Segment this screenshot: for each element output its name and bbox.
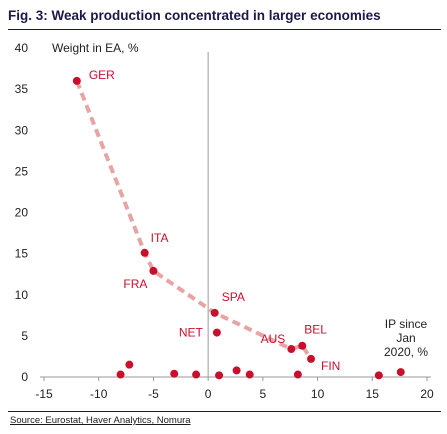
x-axis-label-line: 2020, %: [384, 345, 428, 359]
figure-title-text: Weak production concentrated in larger e…: [51, 8, 381, 23]
x-tick-label: -15: [35, 387, 53, 401]
data-point: [396, 368, 405, 377]
data-point: [293, 370, 302, 379]
data-point: [116, 370, 125, 379]
data-point: [125, 360, 134, 369]
title-rule: [8, 29, 441, 30]
data-point: [374, 371, 383, 380]
x-tick-label: -5: [148, 387, 159, 401]
point-label: ITA: [151, 231, 169, 245]
y-tick-label: 15: [15, 247, 29, 261]
data-point: [210, 308, 219, 317]
point-label: GER: [89, 68, 115, 82]
x-tick-label: 15: [366, 387, 380, 401]
data-point: [232, 366, 241, 375]
data-point: [307, 354, 316, 363]
data-point: [298, 341, 307, 350]
source-rule: [8, 411, 441, 412]
data-point: [140, 248, 149, 257]
y-tick-label: 10: [15, 288, 29, 302]
point-label: SPA: [222, 290, 245, 304]
point-label: BEL: [304, 323, 327, 337]
x-tick-label: 20: [420, 387, 434, 401]
trend-line: [74, 80, 313, 361]
data-point: [212, 328, 221, 337]
data-point: [192, 370, 201, 379]
x-axis-label-line: Jan: [396, 331, 415, 345]
point-label: FRA: [123, 277, 147, 291]
figure-number: Fig. 3:: [8, 8, 48, 23]
x-tick-label: 5: [260, 387, 267, 401]
x-tick-label: 10: [311, 387, 325, 401]
data-point: [215, 371, 224, 380]
data-point: [72, 76, 81, 85]
y-tick-label: 0: [21, 370, 28, 384]
data-point: [287, 345, 296, 354]
y-tick-label: 5: [21, 329, 28, 343]
y-tick-label: 30: [15, 123, 29, 137]
x-tick-label: 0: [205, 387, 212, 401]
x-tick-label: -10: [90, 387, 108, 401]
x-axis-label-line: IP since: [385, 317, 428, 331]
y-tick-label: 25: [15, 164, 29, 178]
y-tick-label: 40: [15, 41, 29, 55]
point-label: AUS: [261, 332, 286, 346]
y-tick-label: 35: [15, 82, 29, 96]
point-label: FIN: [321, 359, 340, 373]
point-label: NET: [179, 326, 204, 340]
data-point: [245, 370, 254, 379]
data-point: [149, 266, 158, 275]
figure-title: Fig. 3: Weak production concentrated in …: [8, 8, 381, 23]
source-note: Source: Eurostat, Haver Analytics, Nomur…: [10, 415, 191, 426]
y-tick-label: 20: [15, 206, 29, 220]
data-point: [170, 369, 179, 378]
y-axis-label: Weight in EA, %: [52, 41, 139, 55]
